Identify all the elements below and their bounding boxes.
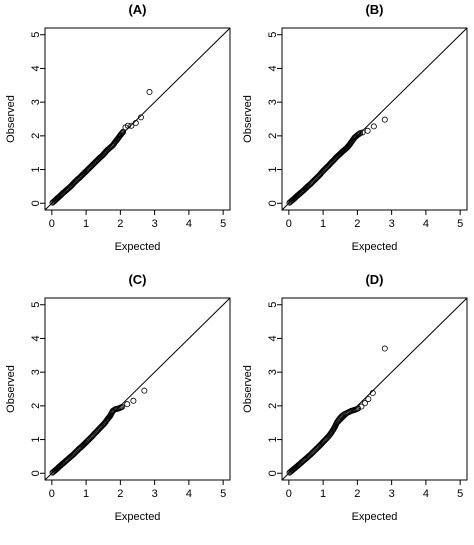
qq-plot-d: (D) 0 1 2 3 4 5 0 1 2 3 4 5 Expected Observed xyxy=(242,272,468,523)
x-tick-label: 1 xyxy=(83,218,89,230)
x-axis-label: Expected xyxy=(352,241,398,253)
data-point xyxy=(130,397,137,404)
x-tick-label: 2 xyxy=(117,488,123,500)
y-axis-label: Observed xyxy=(242,365,254,413)
x-tick-label: 1 xyxy=(320,218,326,230)
x-tick-label: 0 xyxy=(286,218,292,230)
data-point xyxy=(365,396,372,403)
y-tick-label: 1 xyxy=(30,166,42,172)
plot-frame xyxy=(281,297,468,481)
plot-frame xyxy=(44,297,231,481)
chart-title: (D) xyxy=(365,272,383,287)
data-point xyxy=(357,130,364,137)
y-tick-label: 4 xyxy=(30,65,42,71)
y-tick-label: 5 xyxy=(30,32,42,38)
y-axis-label: Observed xyxy=(242,95,254,143)
x-tick-label: 3 xyxy=(152,488,158,500)
y-tick-label: 0 xyxy=(267,200,279,206)
data-point xyxy=(356,130,363,137)
x-tick-label: 1 xyxy=(83,488,89,500)
qq-plot-panel-c: (C) 0 1 2 3 4 5 0 1 2 3 4 5 Expected Observed xyxy=(0,270,237,540)
data-point xyxy=(137,114,144,121)
data-point xyxy=(124,122,131,129)
x-tick-label: 4 xyxy=(423,488,429,500)
data-point xyxy=(146,89,153,96)
data-point xyxy=(381,116,388,123)
x-tick-label: 4 xyxy=(186,218,192,230)
x-tick-label: 3 xyxy=(152,218,158,230)
qq-plot-panel-b: (B) 0 1 2 3 4 5 0 1 2 3 4 5 Expected Observed xyxy=(237,0,474,270)
y-tick-label: 0 xyxy=(30,200,42,206)
y-tick-label: 0 xyxy=(267,470,279,476)
chart-title: (A) xyxy=(128,2,146,17)
x-tick-label: 3 xyxy=(389,218,395,230)
qq-plot-panel-d: (D) 0 1 2 3 4 5 0 1 2 3 4 5 Expected Observed xyxy=(237,270,474,540)
y-tick-label: 2 xyxy=(267,403,279,409)
y-tick-label: 5 xyxy=(267,302,279,308)
x-axis-label: Expected xyxy=(115,241,161,253)
x-tick-label: 3 xyxy=(389,488,395,500)
y-tick-label: 5 xyxy=(267,32,279,38)
y-axis-label: Observed xyxy=(5,365,17,413)
x-tick-label: 4 xyxy=(186,488,192,500)
y-tick-label: 4 xyxy=(267,335,279,341)
x-tick-label: 2 xyxy=(354,488,360,500)
data-point xyxy=(141,387,148,394)
data-point xyxy=(364,127,371,134)
y-tick-label: 3 xyxy=(30,99,42,105)
x-tick-label: 5 xyxy=(220,218,226,230)
y-tick-label: 3 xyxy=(267,369,279,375)
plot-frame xyxy=(44,27,231,211)
x-axis-label: Expected xyxy=(115,511,161,523)
y-tick-label: 1 xyxy=(267,166,279,172)
data-point xyxy=(370,123,377,130)
y-tick-label: 3 xyxy=(30,369,42,375)
qq-plot-panel-a: (A) 0 1 2 3 4 5 0 1 2 3 4 5 Expected Observed xyxy=(0,0,237,270)
y-axis-label: Observed xyxy=(5,95,17,143)
x-tick-label: 0 xyxy=(286,488,292,500)
x-tick-label: 2 xyxy=(117,218,123,230)
data-point xyxy=(118,130,125,137)
x-tick-label: 5 xyxy=(220,488,226,500)
data-point xyxy=(358,403,365,410)
data-point xyxy=(369,390,376,397)
x-tick-label: 1 xyxy=(320,488,326,500)
qq-plot-b: (B) 0 1 2 3 4 5 0 1 2 3 4 5 Expected Observed xyxy=(242,2,468,253)
y-tick-label: 0 xyxy=(30,470,42,476)
data-point xyxy=(124,401,131,408)
y-tick-label: 1 xyxy=(267,436,279,442)
data-point xyxy=(132,120,139,127)
chart-title: (B) xyxy=(365,2,383,17)
data-point xyxy=(119,403,126,410)
data-point xyxy=(128,122,135,129)
data-point xyxy=(361,400,368,407)
data-point xyxy=(381,345,388,352)
y-tick-label: 3 xyxy=(267,99,279,105)
x-tick-label: 0 xyxy=(49,218,55,230)
y-tick-label: 5 xyxy=(30,302,42,308)
x-tick-label: 5 xyxy=(457,218,463,230)
x-axis-label: Expected xyxy=(352,511,398,523)
qq-plot-c: (C) 0 1 2 3 4 5 0 1 2 3 4 5 Expected Observed xyxy=(5,272,231,523)
y-tick-label: 4 xyxy=(267,65,279,71)
data-point xyxy=(119,129,126,136)
y-tick-label: 4 xyxy=(30,335,42,341)
plot-frame xyxy=(281,27,468,211)
data-point xyxy=(355,405,362,412)
chart-title: (C) xyxy=(128,272,146,287)
y-tick-label: 1 xyxy=(30,436,42,442)
y-tick-label: 2 xyxy=(30,133,42,139)
qq-plot-a: (A) 0 1 2 3 4 5 0 1 2 3 4 5 Expected Observed xyxy=(5,2,231,253)
x-tick-label: 5 xyxy=(457,488,463,500)
data-point xyxy=(359,129,366,136)
x-tick-label: 4 xyxy=(423,218,429,230)
y-tick-label: 2 xyxy=(267,133,279,139)
x-tick-label: 2 xyxy=(354,218,360,230)
reference-line xyxy=(45,28,230,210)
y-tick-label: 2 xyxy=(30,403,42,409)
x-tick-label: 0 xyxy=(49,488,55,500)
